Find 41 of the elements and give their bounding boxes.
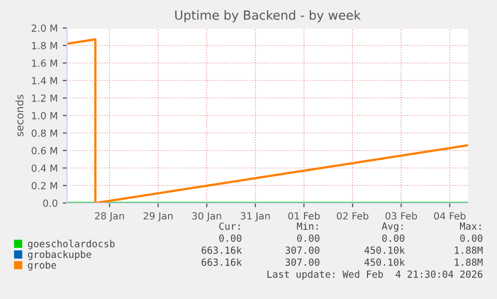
chart-title: Uptime by Backend - by week — [175, 10, 361, 22]
text: 450.10k — [364, 246, 405, 254]
text: 0.00 — [297, 234, 320, 242]
text: Max: — [460, 222, 481, 230]
x-tick-label: 04 Feb — [434, 212, 466, 220]
y-tick-label: 1.8 M — [32, 42, 58, 50]
x-tick-label: 02 Feb — [336, 212, 368, 220]
text: 663.16k — [202, 246, 242, 254]
legend-label: goescholardocsb — [28, 240, 115, 250]
y-tick-label: 1.6 M — [32, 59, 58, 67]
y-tick-label: 0.0 — [43, 199, 58, 207]
text: 0.00 — [219, 234, 242, 242]
text: 663.16k — [202, 258, 242, 266]
x-tick-label: 03 Feb — [385, 212, 417, 220]
x-tick-label: 30 Jan — [192, 212, 222, 222]
y-tick-label: 1.0 M — [32, 112, 58, 120]
text: 450.10k — [364, 258, 405, 266]
text: 307.00 — [286, 258, 320, 266]
x-tick-label: 28 Jan — [95, 212, 124, 222]
y-tick-label: 1.4 M — [32, 77, 58, 84]
y-tick-label: 1.2 M — [32, 94, 58, 102]
text: Last update: Wed Feb 4 21:30:04 2026 — [267, 270, 482, 280]
x-tick-label: 29 Jan — [144, 212, 173, 222]
x-tick-label: 31 Jan — [240, 212, 270, 222]
y-axis-title: seconds — [15, 94, 24, 136]
text: Avg: — [382, 222, 403, 232]
text: 0.00 — [460, 234, 482, 242]
y-tick-label: 0.4 M — [32, 164, 58, 172]
legend-label: grobe — [28, 261, 56, 271]
y-tick-label: 0.6 M — [32, 146, 58, 154]
text: 307.00 — [286, 246, 320, 254]
y-tick-label: 0.8 M — [32, 129, 58, 137]
text: Min: — [296, 222, 318, 230]
text: Cur: — [219, 222, 240, 230]
legend-label: grobackupbe — [28, 250, 92, 260]
text: 1.88M — [454, 246, 483, 254]
x-tick-label: 01 Feb — [288, 212, 320, 220]
text: 1.88M — [454, 258, 483, 266]
y-tick-label: 0.2 M — [32, 182, 58, 190]
y-tick-label: 2.0 M — [32, 24, 58, 32]
text: 0.00 — [382, 234, 404, 242]
